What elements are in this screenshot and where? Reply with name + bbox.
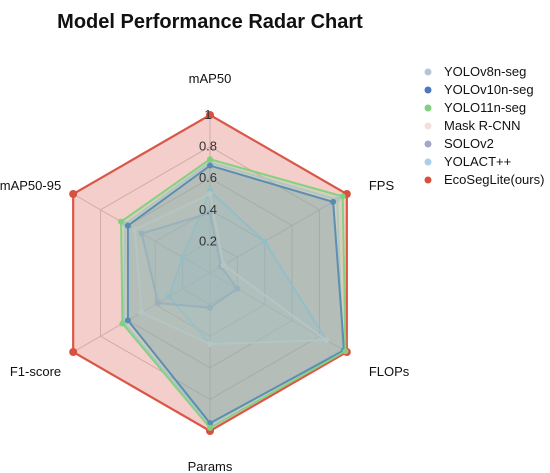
point-mask-r-cnn-6 [131,226,138,233]
grid-spoke-2 [209,193,348,274]
axis-label-params: Params [188,459,233,473]
legend-label-yolo11n-seg: YOLO11n-seg [444,100,526,115]
point-ecoseglite-ours-1 [206,111,214,119]
point-yolo11n-seg-2 [339,193,346,200]
point-yolo11n-seg-3 [342,348,349,355]
axis-label-map50: mAP50 [189,71,232,86]
legend-marker-yolov10n-seg [424,86,432,94]
legend-label-yolov10n-seg: YOLOv10n-seg [444,82,534,97]
tick-label-2: 0.4 [199,202,217,217]
legend-label-mask-r-cnn: Mask R-CNN [444,118,521,133]
point-yolo11n-seg-1 [207,156,213,163]
point-yolact-5 [165,293,172,300]
tick-label-3: 0.6 [199,170,217,185]
point-yolov10n-seg-6 [124,222,131,229]
point-yolo11n-seg-4 [207,424,213,431]
legend-marker-mask-r-cnn [424,122,432,130]
legend: YOLOv8n-seg YOLOv10n-seg YOLO11n-seg Mask R… [424,64,544,187]
point-solov2-6 [138,230,145,237]
axis-label-fps: FPS [369,178,395,193]
legend-label-solov2: SOLOv2 [444,136,494,151]
tick-label-1: 0.2 [199,233,217,248]
point-mask-r-cnn-1 [207,191,213,197]
point-mask-r-cnn-2 [220,262,227,269]
legend-marker-yolact [424,158,432,166]
axis-label-f1-score: F1-score [10,364,61,379]
legend-marker-ecoseglite-ours [424,176,432,184]
point-yolact-2 [261,238,268,245]
point-yolov10n-seg-5 [124,317,131,324]
legend-label-yolact: YOLACT++ [444,154,511,169]
legend-marker-yolo11n-seg [424,104,432,112]
legend-label-ecoseglite-ours: EcoSegLite(ours) [444,172,544,187]
point-solov2-4 [207,304,213,311]
point-solov2-1 [207,209,213,216]
point-mask-r-cnn-3 [323,337,330,344]
legend-label-yolov8n-seg: YOLOv8n-seg [444,64,526,79]
tick-label-4: 0.8 [199,139,217,154]
point-yolo11n-seg-5 [119,320,126,327]
point-solov2-5 [155,300,162,307]
axis-label-map50-95: mAP50-95 [0,178,61,193]
point-ecoseglite-ours-5 [69,348,78,356]
axis-label-flops: FLOPs [369,364,410,379]
tick-labels: 0.2 0.4 0.6 0.8 1 [199,107,217,248]
legend-marker-yolov8n-seg [424,68,432,76]
point-solov2-3 [234,285,241,292]
point-mask-r-cnn-5 [138,309,145,316]
point-yolact-6 [179,254,186,261]
point-yolov10n-seg-2 [330,198,337,205]
legend-marker-solov2 [424,140,432,148]
point-yolov10n-seg-1 [207,162,213,169]
point-mask-r-cnn-4 [207,341,213,348]
point-ecoseglite-ours-6 [69,190,78,198]
chart-title: Model Performance Radar Chart [57,11,363,33]
axis-labels: mAP50 FPS FLOPs Params F1-score mAP50-95 [0,71,410,473]
series-layer [69,111,351,435]
tick-label-5: 1 [204,107,211,122]
point-yolo11n-seg-6 [118,218,125,225]
